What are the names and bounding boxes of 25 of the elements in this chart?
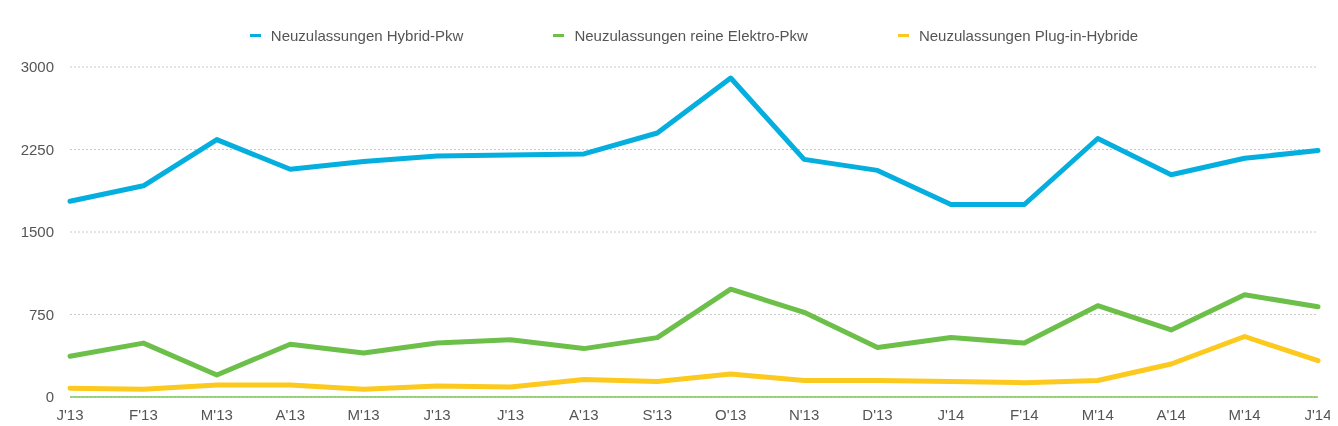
x-tick-label: A'14 [1156, 405, 1186, 423]
x-tick-label: F'14 [1009, 405, 1039, 423]
x-tick-label: M'14 [1081, 405, 1114, 423]
x-tick-label: M'13 [200, 405, 233, 423]
y-tick-label: 0 [45, 388, 54, 406]
x-tick-label: J'13 [56, 405, 84, 423]
x-tick-label: J'13 [496, 405, 524, 423]
x-tick-label: F'13 [129, 405, 158, 423]
x-tick-label: D'13 [862, 405, 893, 423]
y-tick-label: 3000 [20, 58, 54, 76]
x-tick-label: S'13 [642, 405, 673, 423]
x-tick-label: M'14 [1228, 405, 1261, 423]
x-tick-label: J'14 [937, 405, 965, 423]
x-tick-label: M'13 [347, 405, 380, 423]
x-tick-label: A'13 [569, 405, 599, 423]
y-tick-label: 2250 [20, 140, 54, 158]
legend-label: Neuzulassungen Plug-in-Hybride [918, 27, 1139, 44]
x-tick-label: J'13 [423, 405, 451, 423]
x-tick-label: O'13 [715, 405, 747, 423]
y-tick-label: 750 [28, 305, 54, 323]
legend-label: Neuzulassungen Hybrid-Pkw [270, 27, 464, 44]
x-tick-label: N'13 [788, 405, 820, 423]
x-tick-label: A'13 [275, 405, 306, 423]
y-tick-label: 1500 [20, 223, 54, 241]
legend-label: Neuzulassungen reine Elektro-Pkw [574, 27, 808, 44]
